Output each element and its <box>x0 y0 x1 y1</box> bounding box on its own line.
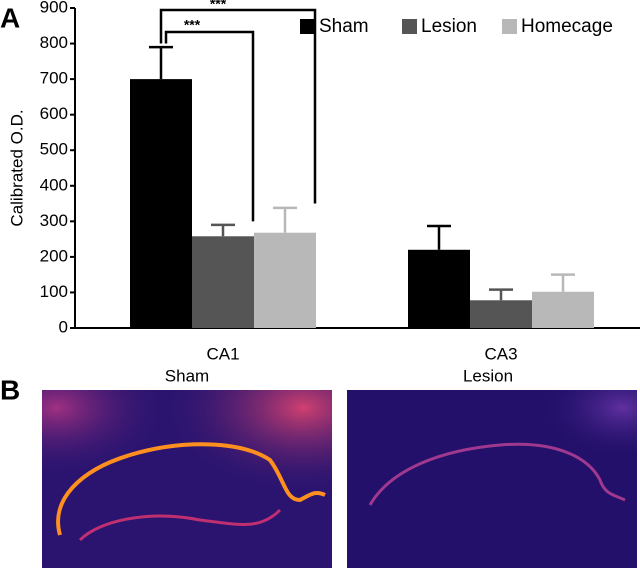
bar <box>532 291 594 328</box>
y-tick-label: 800 <box>40 33 68 52</box>
bar <box>254 232 316 328</box>
significance-bracket <box>159 8 317 204</box>
annotation: *** <box>184 17 201 33</box>
error-bar <box>273 206 297 233</box>
legend-swatch <box>502 19 517 34</box>
bar <box>470 300 532 328</box>
panel-label: A <box>0 2 20 33</box>
y-axis-label: Calibrated O.D. <box>7 109 26 226</box>
x-tick-label: CA3 <box>484 344 517 363</box>
y-tick-label: 400 <box>40 175 68 194</box>
y-tick-label: 300 <box>40 211 68 230</box>
error-bar <box>149 45 173 80</box>
legend-label: Sham <box>319 16 369 37</box>
significance-bracket <box>164 30 255 222</box>
error-bar <box>211 223 235 237</box>
legend-label: Homecage <box>521 16 613 37</box>
lesion-image: Lesion <box>347 366 637 568</box>
panel-label: B <box>0 374 20 405</box>
x-tick-label: CA1 <box>206 344 239 363</box>
image-title: Sham <box>165 366 209 385</box>
y-tick-label: 200 <box>40 246 68 265</box>
y-tick-label: 600 <box>40 104 68 123</box>
bar <box>408 249 470 328</box>
y-tick-label: 700 <box>40 69 68 88</box>
sham-image: Sham <box>42 366 332 568</box>
error-bar <box>489 288 513 301</box>
legend-label: Lesion <box>421 16 477 37</box>
error-bar <box>427 224 451 250</box>
legend-swatch <box>300 19 315 34</box>
y-tick-label: 900 <box>40 0 68 16</box>
bar <box>130 79 192 328</box>
bar <box>192 236 254 328</box>
image-title: Lesion <box>463 366 513 385</box>
annotation: *** <box>210 0 227 12</box>
y-tick-label: 0 <box>59 317 68 336</box>
y-tick-label: 500 <box>40 140 68 159</box>
y-tick-label: 100 <box>40 282 68 301</box>
error-bar <box>551 273 575 292</box>
legend-swatch <box>402 19 417 34</box>
